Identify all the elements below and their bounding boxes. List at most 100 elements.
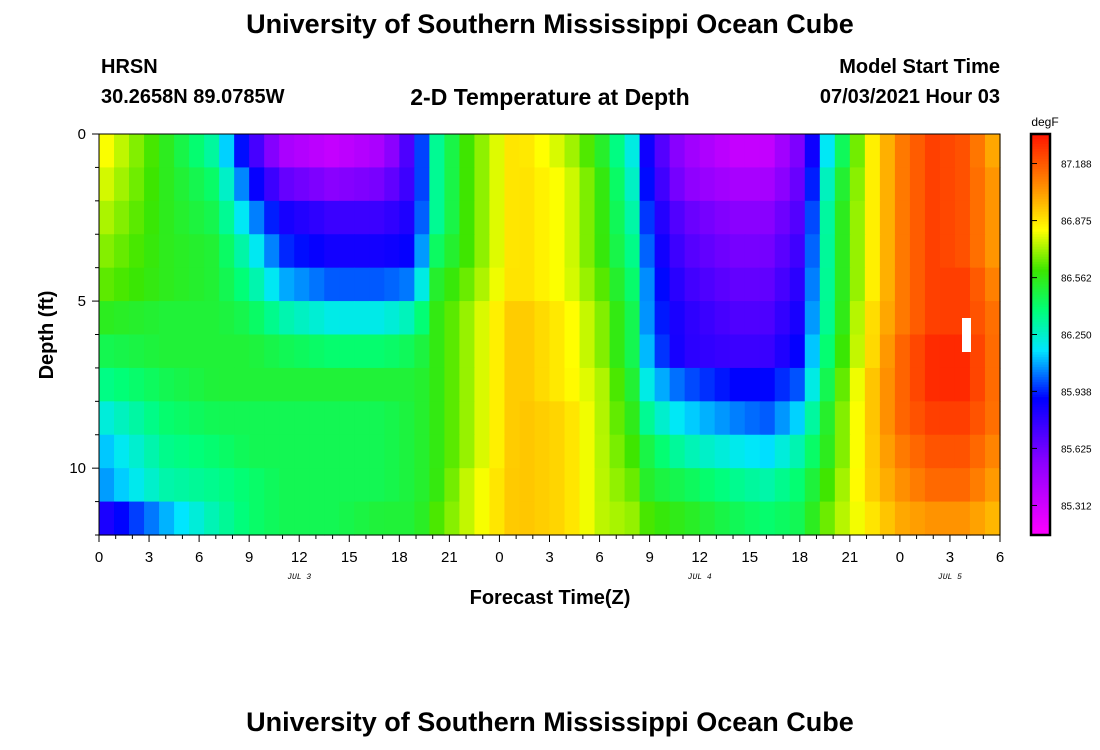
heatmap-cell <box>504 200 521 235</box>
colorbar-segment <box>1031 487 1050 491</box>
date-label: JUL 4 <box>688 573 712 582</box>
heatmap-cell <box>339 334 355 369</box>
heatmap-cell <box>219 401 235 436</box>
heatmap-cell <box>714 167 731 202</box>
x-tick-label: 12 <box>291 549 308 566</box>
heatmap-cell <box>384 134 400 169</box>
heatmap-cell <box>159 234 175 269</box>
heatmap-cell <box>309 200 325 235</box>
heatmap-cell <box>99 301 115 336</box>
heatmap-cell <box>414 367 430 402</box>
heatmap-cell <box>399 434 415 469</box>
heatmap-cell <box>549 167 566 202</box>
heatmap-cell <box>549 200 566 235</box>
heatmap-cell <box>729 468 746 503</box>
heatmap-cell <box>369 200 385 235</box>
heatmap-cell <box>924 334 941 369</box>
heatmap-cell <box>339 134 355 169</box>
heatmap-cell <box>474 134 491 169</box>
heatmap-cell <box>684 334 701 369</box>
heatmap-cell <box>939 501 956 536</box>
heatmap-cell <box>354 267 370 302</box>
heatmap-cell <box>429 401 445 436</box>
colorbar-segment <box>1031 519 1050 524</box>
heatmap-cell <box>744 267 761 302</box>
heatmap-cell <box>894 367 911 402</box>
colorbar-segment <box>1031 144 1050 148</box>
heatmap-cell <box>909 334 926 369</box>
heatmap-cell <box>459 367 476 402</box>
heatmap-cell <box>459 167 476 202</box>
heatmap-cell <box>474 267 491 302</box>
heatmap-cell <box>984 334 1001 369</box>
heatmap-cell <box>234 334 250 369</box>
heatmap-cell <box>579 401 596 436</box>
colorbar-segment <box>1031 397 1050 401</box>
heatmap-cell <box>714 267 731 302</box>
heatmap-cell <box>129 434 145 469</box>
heatmap-cell <box>819 234 836 269</box>
heatmap-cell <box>234 267 250 302</box>
heatmap-cell <box>144 401 160 436</box>
heatmap-cell <box>624 301 641 336</box>
heatmap-cell <box>774 301 791 336</box>
heatmap-cell <box>429 367 445 402</box>
colorbar-segment <box>1031 427 1050 431</box>
heatmap-cell <box>99 267 115 302</box>
heatmap-cell <box>894 501 911 536</box>
model-start-value: 07/03/2021 Hour 03 <box>819 86 1000 108</box>
heatmap-cell <box>144 501 160 536</box>
heatmap-cell <box>579 267 596 302</box>
heatmap-cell <box>984 134 1001 169</box>
colorbar-segment <box>1031 474 1050 478</box>
colorbar-segment <box>1031 171 1050 175</box>
heatmap-cell <box>624 401 641 436</box>
heatmap-cell <box>909 434 926 469</box>
colorbar-segment <box>1031 447 1050 451</box>
heatmap-cell <box>849 301 866 336</box>
colorbar-segment <box>1031 429 1050 433</box>
colorbar-segment <box>1031 434 1050 438</box>
x-tick-label: 0 <box>896 549 904 566</box>
heatmap-cell <box>114 334 130 369</box>
heatmap-cell <box>339 501 355 536</box>
heatmap-cell <box>504 401 521 436</box>
heatmap-cell <box>324 134 340 169</box>
colorbar-segment <box>1031 281 1050 285</box>
heatmap-cell <box>189 334 205 369</box>
colorbar-segment <box>1031 156 1050 160</box>
colorbar-segment <box>1031 261 1050 265</box>
heatmap-cell <box>489 167 506 202</box>
heatmap-cell <box>939 134 956 169</box>
heatmap-cell <box>564 367 581 402</box>
heatmap-cell <box>909 501 926 536</box>
heatmap-cell <box>459 200 476 235</box>
heatmap-cell <box>174 434 190 469</box>
colorbar-segment <box>1031 236 1050 240</box>
heatmap-cell <box>519 367 536 402</box>
colorbar-segment <box>1031 269 1050 273</box>
colorbar-segment <box>1031 369 1050 373</box>
heatmap-cell <box>879 200 896 235</box>
heatmap-cell <box>684 367 701 402</box>
heatmap-cell <box>804 200 821 235</box>
heatmap-cell <box>369 234 385 269</box>
heatmap-cell <box>339 401 355 436</box>
colorbar-segment <box>1031 224 1050 228</box>
heatmap-cell <box>474 468 491 503</box>
colorbar-segment <box>1031 176 1050 180</box>
colorbar-segment <box>1031 387 1050 391</box>
heatmap-cell <box>369 134 385 169</box>
heatmap-cell <box>144 134 160 169</box>
heatmap-cell <box>534 334 551 369</box>
heatmap-cell <box>339 468 355 503</box>
heatmap-cell <box>864 200 881 235</box>
heatmap-cell <box>489 468 506 503</box>
heatmap-cell <box>249 401 265 436</box>
heatmap-cell <box>624 501 641 536</box>
heatmap-cell <box>579 367 596 402</box>
heatmap-cell <box>804 234 821 269</box>
heatmap-cell <box>579 501 596 536</box>
heatmap-cell <box>849 200 866 235</box>
